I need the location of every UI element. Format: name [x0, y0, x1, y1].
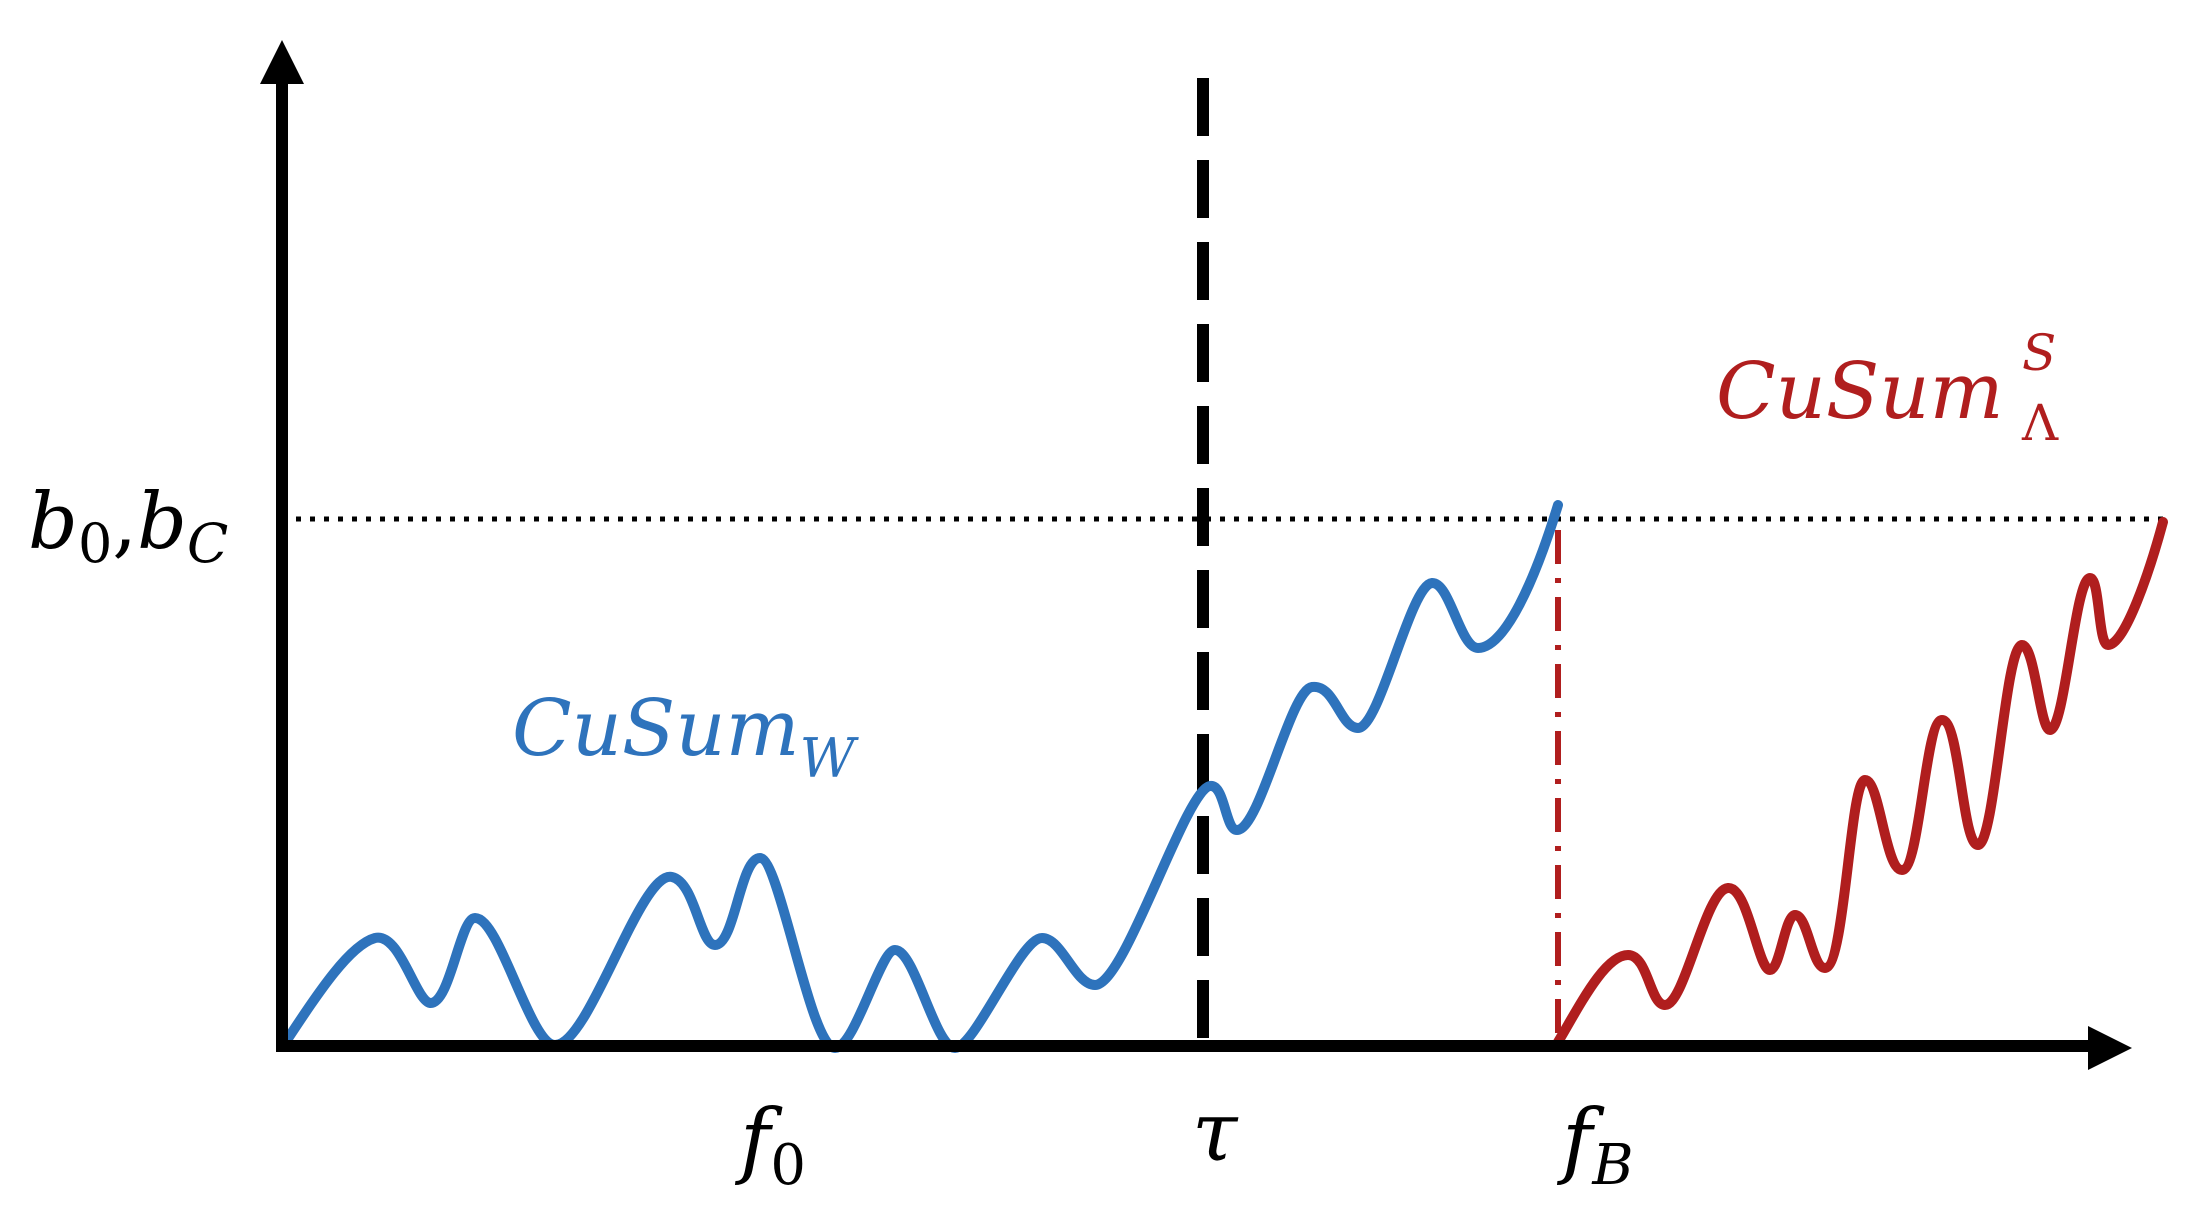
- fB-sub: B: [1591, 1133, 1633, 1198]
- f0-sub: 0: [770, 1133, 806, 1198]
- threshold-sub-1: 0: [78, 512, 112, 575]
- cusum-lambda-sup: S: [2022, 324, 2056, 382]
- threshold-sep: ,: [112, 477, 137, 567]
- cusum-w-sub: W: [800, 727, 860, 790]
- threshold-base-2: b: [137, 477, 187, 567]
- tau-label: τ: [1192, 1085, 1239, 1180]
- cusum-lambda-base: CuSum: [1716, 347, 2004, 437]
- cusum-lambda-curve: [1553, 517, 2168, 1047]
- cusum-lambda-sub: Λ: [2021, 394, 2059, 452]
- fB-label: fB: [1556, 1093, 1634, 1198]
- cusum-w-base: CuSum: [512, 684, 800, 774]
- threshold-base: b: [28, 477, 78, 567]
- threshold-sub-2: C: [187, 512, 228, 575]
- y-axis-arrow: [260, 40, 304, 84]
- threshold-label: b0,bC: [28, 477, 228, 575]
- cusum-w-curve: [280, 500, 1563, 1053]
- f0-label: f0: [734, 1093, 806, 1198]
- cusum-lambda-label: CuSum: [1716, 347, 2004, 437]
- cusum-w-label: CuSumW: [512, 684, 860, 790]
- x-axis-arrow: [2088, 1026, 2132, 1070]
